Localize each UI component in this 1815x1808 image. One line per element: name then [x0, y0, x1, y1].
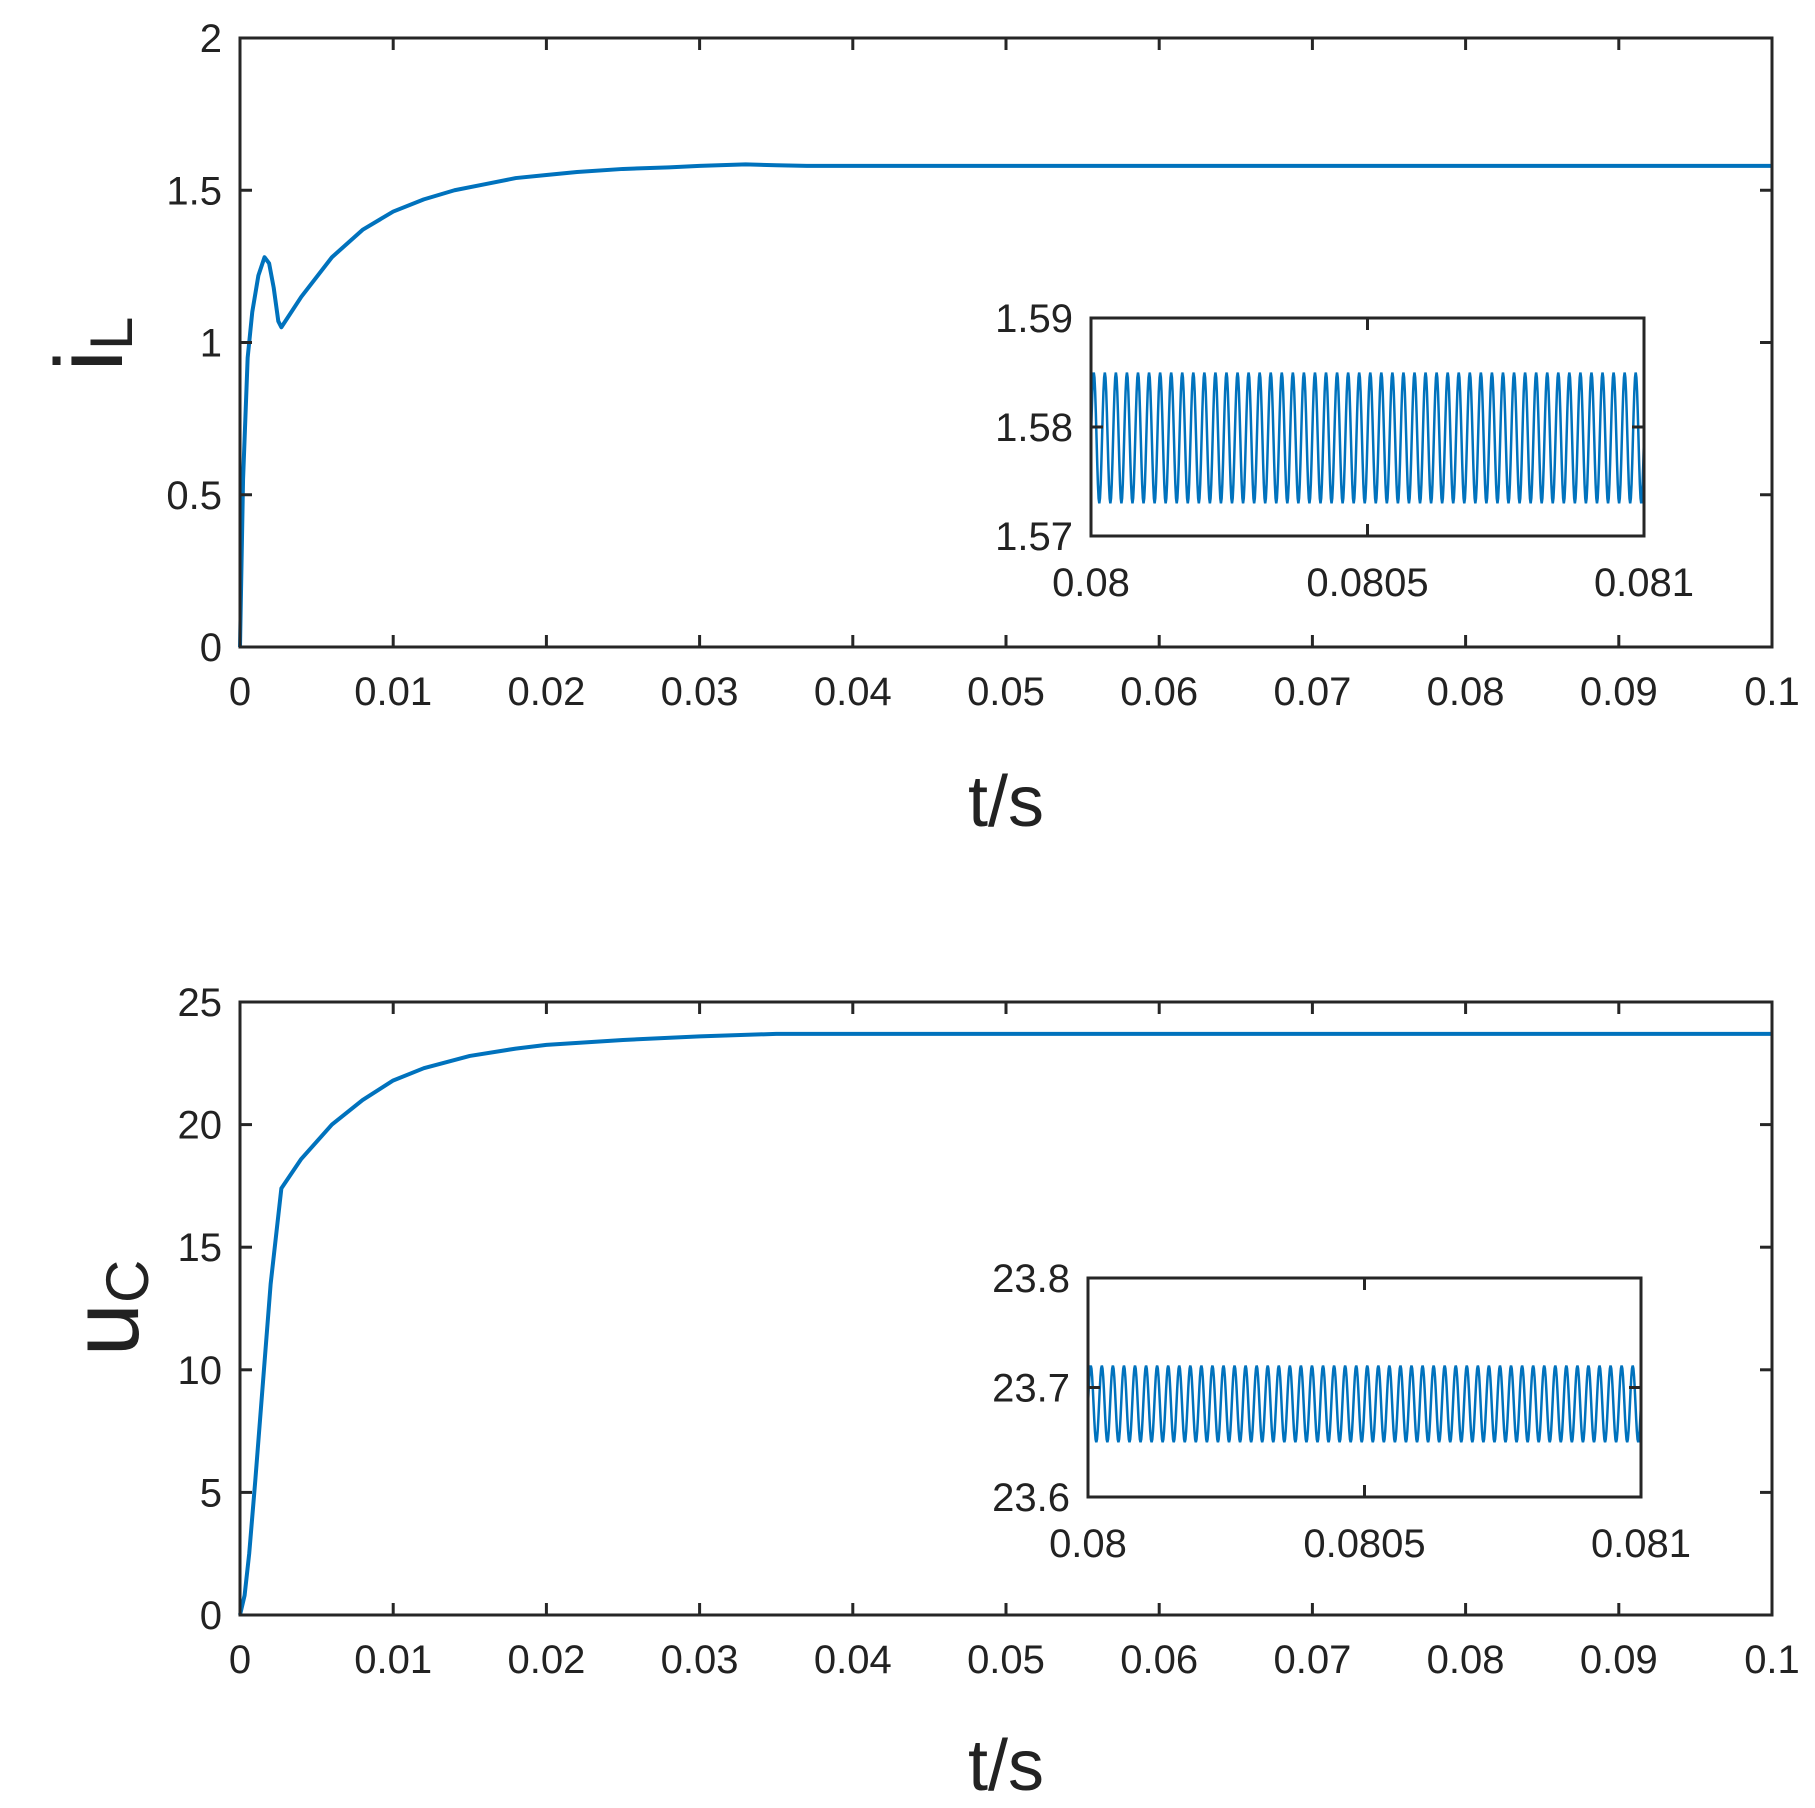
top-inset-xtick-label: 0.081	[1594, 561, 1694, 605]
top-inset-ytick-label: 1.59	[995, 297, 1073, 341]
top-xtick-label: 0.05	[967, 670, 1045, 714]
top-inset-series-layer	[1089, 372, 1646, 504]
bottom-yticks-layer: 0 5 10 15 20 25	[178, 981, 1772, 1638]
bottom-xtick-label: 0.02	[507, 1638, 585, 1682]
bottom-ytick-label: 25	[178, 981, 223, 1025]
top-ylabel-text: iL	[36, 317, 145, 372]
bottom-xticks-layer: 0 0.01 0.02 0.03 0.04 0.05 0.06 0.07 0.08 0.09 0.1	[229, 1002, 1800, 1682]
bottom-inset: 0.08 0.0805 0.081 23.6 23.7 23.8	[992, 1257, 1691, 1566]
top-xtick-label: 0.02	[507, 670, 585, 714]
top-xtick-label: 0.08	[1427, 670, 1505, 714]
bottom-ylabel-sub: C	[94, 1260, 161, 1303]
bottom-series-line	[238, 1031, 1772, 1616]
bottom-ytick-label: 10	[178, 1349, 223, 1393]
bottom-xtick-label: 0.1	[1744, 1638, 1800, 1682]
bottom-xtick-label: 0.09	[1580, 1638, 1658, 1682]
bottom-xlabel: t/s	[968, 1726, 1044, 1806]
bottom-xtick-label: 0.06	[1120, 1638, 1198, 1682]
bottom-ytick-label: 0	[200, 1594, 222, 1638]
top-xtick-label: 0.01	[354, 670, 432, 714]
bottom-panel: 0 0.01 0.02 0.03 0.04 0.05 0.06 0.07 0.08 0.09 0.1…	[52, 981, 1800, 1806]
top-xticks-layer: 0 0.01 0.02 0.03 0.04 0.05 0.06 0.07 0.08 0.09 0.1	[229, 38, 1800, 714]
bottom-inset-ytick-label: 23.6	[992, 1476, 1070, 1520]
top-inset-xtick-label: 0.0805	[1306, 561, 1428, 605]
top-series-layer	[238, 162, 1772, 648]
bottom-inset-xticks-layer: 0.08 0.0805 0.081	[1049, 1278, 1691, 1566]
top-inset-xticks-layer: 0.08 0.0805 0.081	[1052, 318, 1694, 605]
bottom-xtick-label: 0.07	[1273, 1638, 1351, 1682]
bottom-inset-ytick-label: 23.7	[992, 1367, 1070, 1411]
bottom-ylabel-main: u	[52, 1303, 159, 1356]
top-inset-ytick-label: 1.58	[995, 406, 1073, 450]
top-ytick-label: 1.5	[166, 169, 222, 213]
top-ytick-label: 0.5	[166, 474, 222, 518]
top-inset-ytick-label: 1.57	[995, 515, 1073, 559]
top-ylabel: iL	[36, 317, 145, 372]
top-inset-series-line	[1089, 372, 1646, 504]
bottom-series-layer	[238, 1031, 1772, 1616]
top-xtick-label: 0.09	[1580, 670, 1658, 714]
top-inset: 0.08 0.0805 0.081 1.57 1.58 1.59	[995, 297, 1694, 605]
bottom-xtick-label: 0.05	[967, 1638, 1045, 1682]
bottom-inset-xtick-label: 0.081	[1591, 1522, 1691, 1566]
top-xtick-label: 0.03	[661, 670, 739, 714]
bottom-ylabel: uC	[52, 1260, 161, 1357]
bottom-xtick-label: 0	[229, 1638, 251, 1682]
bottom-inset-ytick-label: 23.8	[992, 1257, 1070, 1301]
top-ytick-label: 2	[200, 17, 222, 61]
top-xlabel: t/s	[968, 762, 1044, 842]
bottom-inset-xtick-label: 0.08	[1049, 1522, 1127, 1566]
bottom-ytick-label: 5	[200, 1471, 222, 1515]
bottom-ylabel-text: uC	[52, 1260, 161, 1357]
bottom-inset-xtick-label: 0.0805	[1303, 1522, 1425, 1566]
top-xtick-label: 0.07	[1273, 670, 1351, 714]
top-inset-yticks-layer: 1.57 1.58 1.59	[995, 297, 1644, 559]
top-panel: 0 0.01 0.02 0.03 0.04 0.05 0.06 0.07 0.08 0.09 0.1…	[36, 17, 1800, 842]
top-xtick-label: 0.06	[1120, 670, 1198, 714]
top-ytick-label: 0	[200, 626, 222, 670]
top-xtick-label: 0.04	[814, 670, 892, 714]
bottom-xtick-label: 0.03	[661, 1638, 739, 1682]
top-series-line	[238, 162, 1772, 648]
top-xtick-label: 0	[229, 670, 251, 714]
top-ylabel-main: i	[36, 350, 143, 371]
bottom-inset-series-line	[1086, 1365, 1643, 1443]
bottom-xtick-label: 0.04	[814, 1638, 892, 1682]
top-inset-xtick-label: 0.08	[1052, 561, 1130, 605]
bottom-inset-series-layer	[1086, 1365, 1643, 1443]
top-xtick-label: 0.1	[1744, 670, 1800, 714]
bottom-xtick-label: 0.08	[1427, 1638, 1505, 1682]
bottom-xtick-label: 0.01	[354, 1638, 432, 1682]
top-yticks-layer: 0 0.5 1 1.5 2	[166, 17, 1772, 670]
bottom-ytick-label: 20	[178, 1104, 223, 1148]
bottom-ytick-label: 15	[178, 1226, 223, 1270]
top-ylabel-sub: L	[78, 317, 145, 350]
bottom-inset-yticks-layer: 23.6 23.7 23.8	[992, 1257, 1641, 1520]
top-ytick-label: 1	[200, 322, 222, 366]
